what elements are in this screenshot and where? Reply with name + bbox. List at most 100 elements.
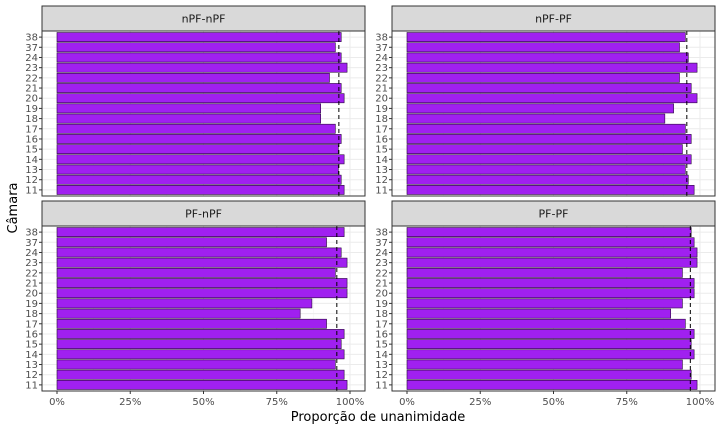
y-tick-label: 18 xyxy=(375,114,388,125)
bar-PF-PF-15 xyxy=(406,339,692,350)
bar-nPF-nPF-11 xyxy=(56,185,345,195)
y-tick-label: 21 xyxy=(375,84,388,95)
bar-nPF-nPF-38 xyxy=(56,32,342,42)
bar-PF-PF-14 xyxy=(406,349,695,360)
bar-PF-nPF-19 xyxy=(56,298,313,309)
panel-border xyxy=(391,30,716,197)
y-tick-label: 24 xyxy=(25,53,38,64)
bar-nPF-PF-18 xyxy=(406,113,666,124)
bar-nPF-nPF-12 xyxy=(56,174,342,185)
y-tick-label: 17 xyxy=(375,124,388,135)
bar-PF-nPF-13 xyxy=(56,359,336,370)
y-tick-label: 12 xyxy=(25,370,38,381)
bar-PF-nPF-14 xyxy=(56,349,345,360)
y-tick-label: 38 xyxy=(375,228,388,239)
bar-nPF-nPF-20 xyxy=(56,93,345,104)
bar-nPF-nPF-37 xyxy=(56,42,336,53)
bar-PF-nPF-12 xyxy=(56,369,345,380)
y-tick-label: 18 xyxy=(25,309,38,320)
bar-nPF-nPF-15 xyxy=(56,144,339,155)
bar-nPF-nPF-18 xyxy=(56,113,322,124)
y-axis-title: Câmara xyxy=(6,183,21,234)
bar-nPF-nPF-16 xyxy=(56,134,342,144)
facet-strip xyxy=(41,5,366,32)
y-tick-label: 14 xyxy=(375,350,388,361)
bar-nPF-nPF-17 xyxy=(56,123,336,134)
y-tick-label: 22 xyxy=(375,73,388,84)
bar-nPF-PF-15 xyxy=(406,144,683,155)
facet-label: PF-nPF xyxy=(185,208,222,221)
bar-PF-PF-13 xyxy=(406,359,683,370)
y-tick-label: 37 xyxy=(25,238,38,249)
y-tick-label: 23 xyxy=(375,63,388,74)
facet-strip xyxy=(41,200,366,227)
y-tick-label: 15 xyxy=(375,145,388,156)
bar-PF-nPF-18 xyxy=(56,308,301,319)
bar-PF-nPF-22 xyxy=(56,267,336,278)
y-tick-label: 19 xyxy=(25,104,38,115)
y-tick-label: 18 xyxy=(375,309,388,320)
bar-nPF-nPF-19 xyxy=(56,103,322,114)
bar-PF-nPF-11 xyxy=(56,380,348,390)
y-tick-label: 16 xyxy=(25,329,38,340)
y-tick-label: 12 xyxy=(375,370,388,381)
bar-PF-PF-12 xyxy=(406,369,692,380)
bar-nPF-PF-20 xyxy=(406,93,698,104)
bar-PF-PF-19 xyxy=(406,298,683,309)
bar-PF-nPF-21 xyxy=(56,278,348,288)
y-tick-label: 37 xyxy=(375,43,388,54)
y-tick-label: 12 xyxy=(375,175,388,186)
y-tick-label: 22 xyxy=(25,268,38,279)
bar-PF-PF-23 xyxy=(406,257,698,268)
y-tick-label: 19 xyxy=(375,104,388,115)
facet-strip xyxy=(391,5,716,32)
y-tick-label: 18 xyxy=(25,114,38,125)
bar-PF-PF-22 xyxy=(406,267,683,278)
y-tick-label: 23 xyxy=(25,258,38,269)
bar-nPF-PF-14 xyxy=(406,154,692,165)
panel-border xyxy=(41,30,366,197)
y-tick-label: 13 xyxy=(375,165,388,176)
y-tick-label: 13 xyxy=(375,360,388,371)
bar-PF-PF-38 xyxy=(406,227,692,237)
x-tick-label: 25% xyxy=(119,397,141,408)
bar-PF-nPF-17 xyxy=(56,318,327,329)
y-tick-label: 38 xyxy=(375,33,388,44)
bar-PF-PF-11 xyxy=(406,380,698,390)
y-tick-label: 21 xyxy=(25,279,38,290)
y-tick-label: 16 xyxy=(25,134,38,145)
y-tick-label: 24 xyxy=(375,248,388,259)
bar-nPF-nPF-13 xyxy=(56,164,339,175)
bar-nPF-PF-19 xyxy=(406,103,674,114)
x-tick-label: 100% xyxy=(336,397,365,408)
bar-nPF-PF-21 xyxy=(406,83,692,93)
bar-PF-PF-18 xyxy=(406,308,672,319)
y-tick-label: 17 xyxy=(25,319,38,330)
bar-PF-nPF-38 xyxy=(56,227,345,237)
bar-nPF-PF-12 xyxy=(406,174,689,185)
y-tick-label: 17 xyxy=(25,124,38,135)
bar-PF-nPF-20 xyxy=(56,288,348,299)
bar-PF-nPF-16 xyxy=(56,329,345,339)
y-tick-label: 22 xyxy=(25,73,38,84)
bar-nPF-PF-38 xyxy=(406,32,686,42)
bar-nPF-PF-24 xyxy=(406,52,689,63)
y-tick-label: 20 xyxy=(375,289,388,300)
y-tick-label: 20 xyxy=(25,94,38,105)
y-tick-label: 13 xyxy=(25,165,38,176)
y-tick-label: 14 xyxy=(25,155,38,166)
y-tick-label: 21 xyxy=(375,279,388,290)
y-tick-label: 14 xyxy=(375,155,388,166)
x-tick-label: 75% xyxy=(266,397,288,408)
bar-nPF-nPF-21 xyxy=(56,83,342,93)
x-tick-label: 50% xyxy=(192,397,214,408)
x-tick-label: 0% xyxy=(49,397,65,408)
y-tick-label: 14 xyxy=(25,350,38,361)
y-tick-label: 16 xyxy=(375,134,388,145)
y-tick-label: 17 xyxy=(375,319,388,330)
y-tick-label: 22 xyxy=(375,268,388,279)
y-tick-label: 13 xyxy=(25,360,38,371)
x-tick-label: 0% xyxy=(399,397,415,408)
